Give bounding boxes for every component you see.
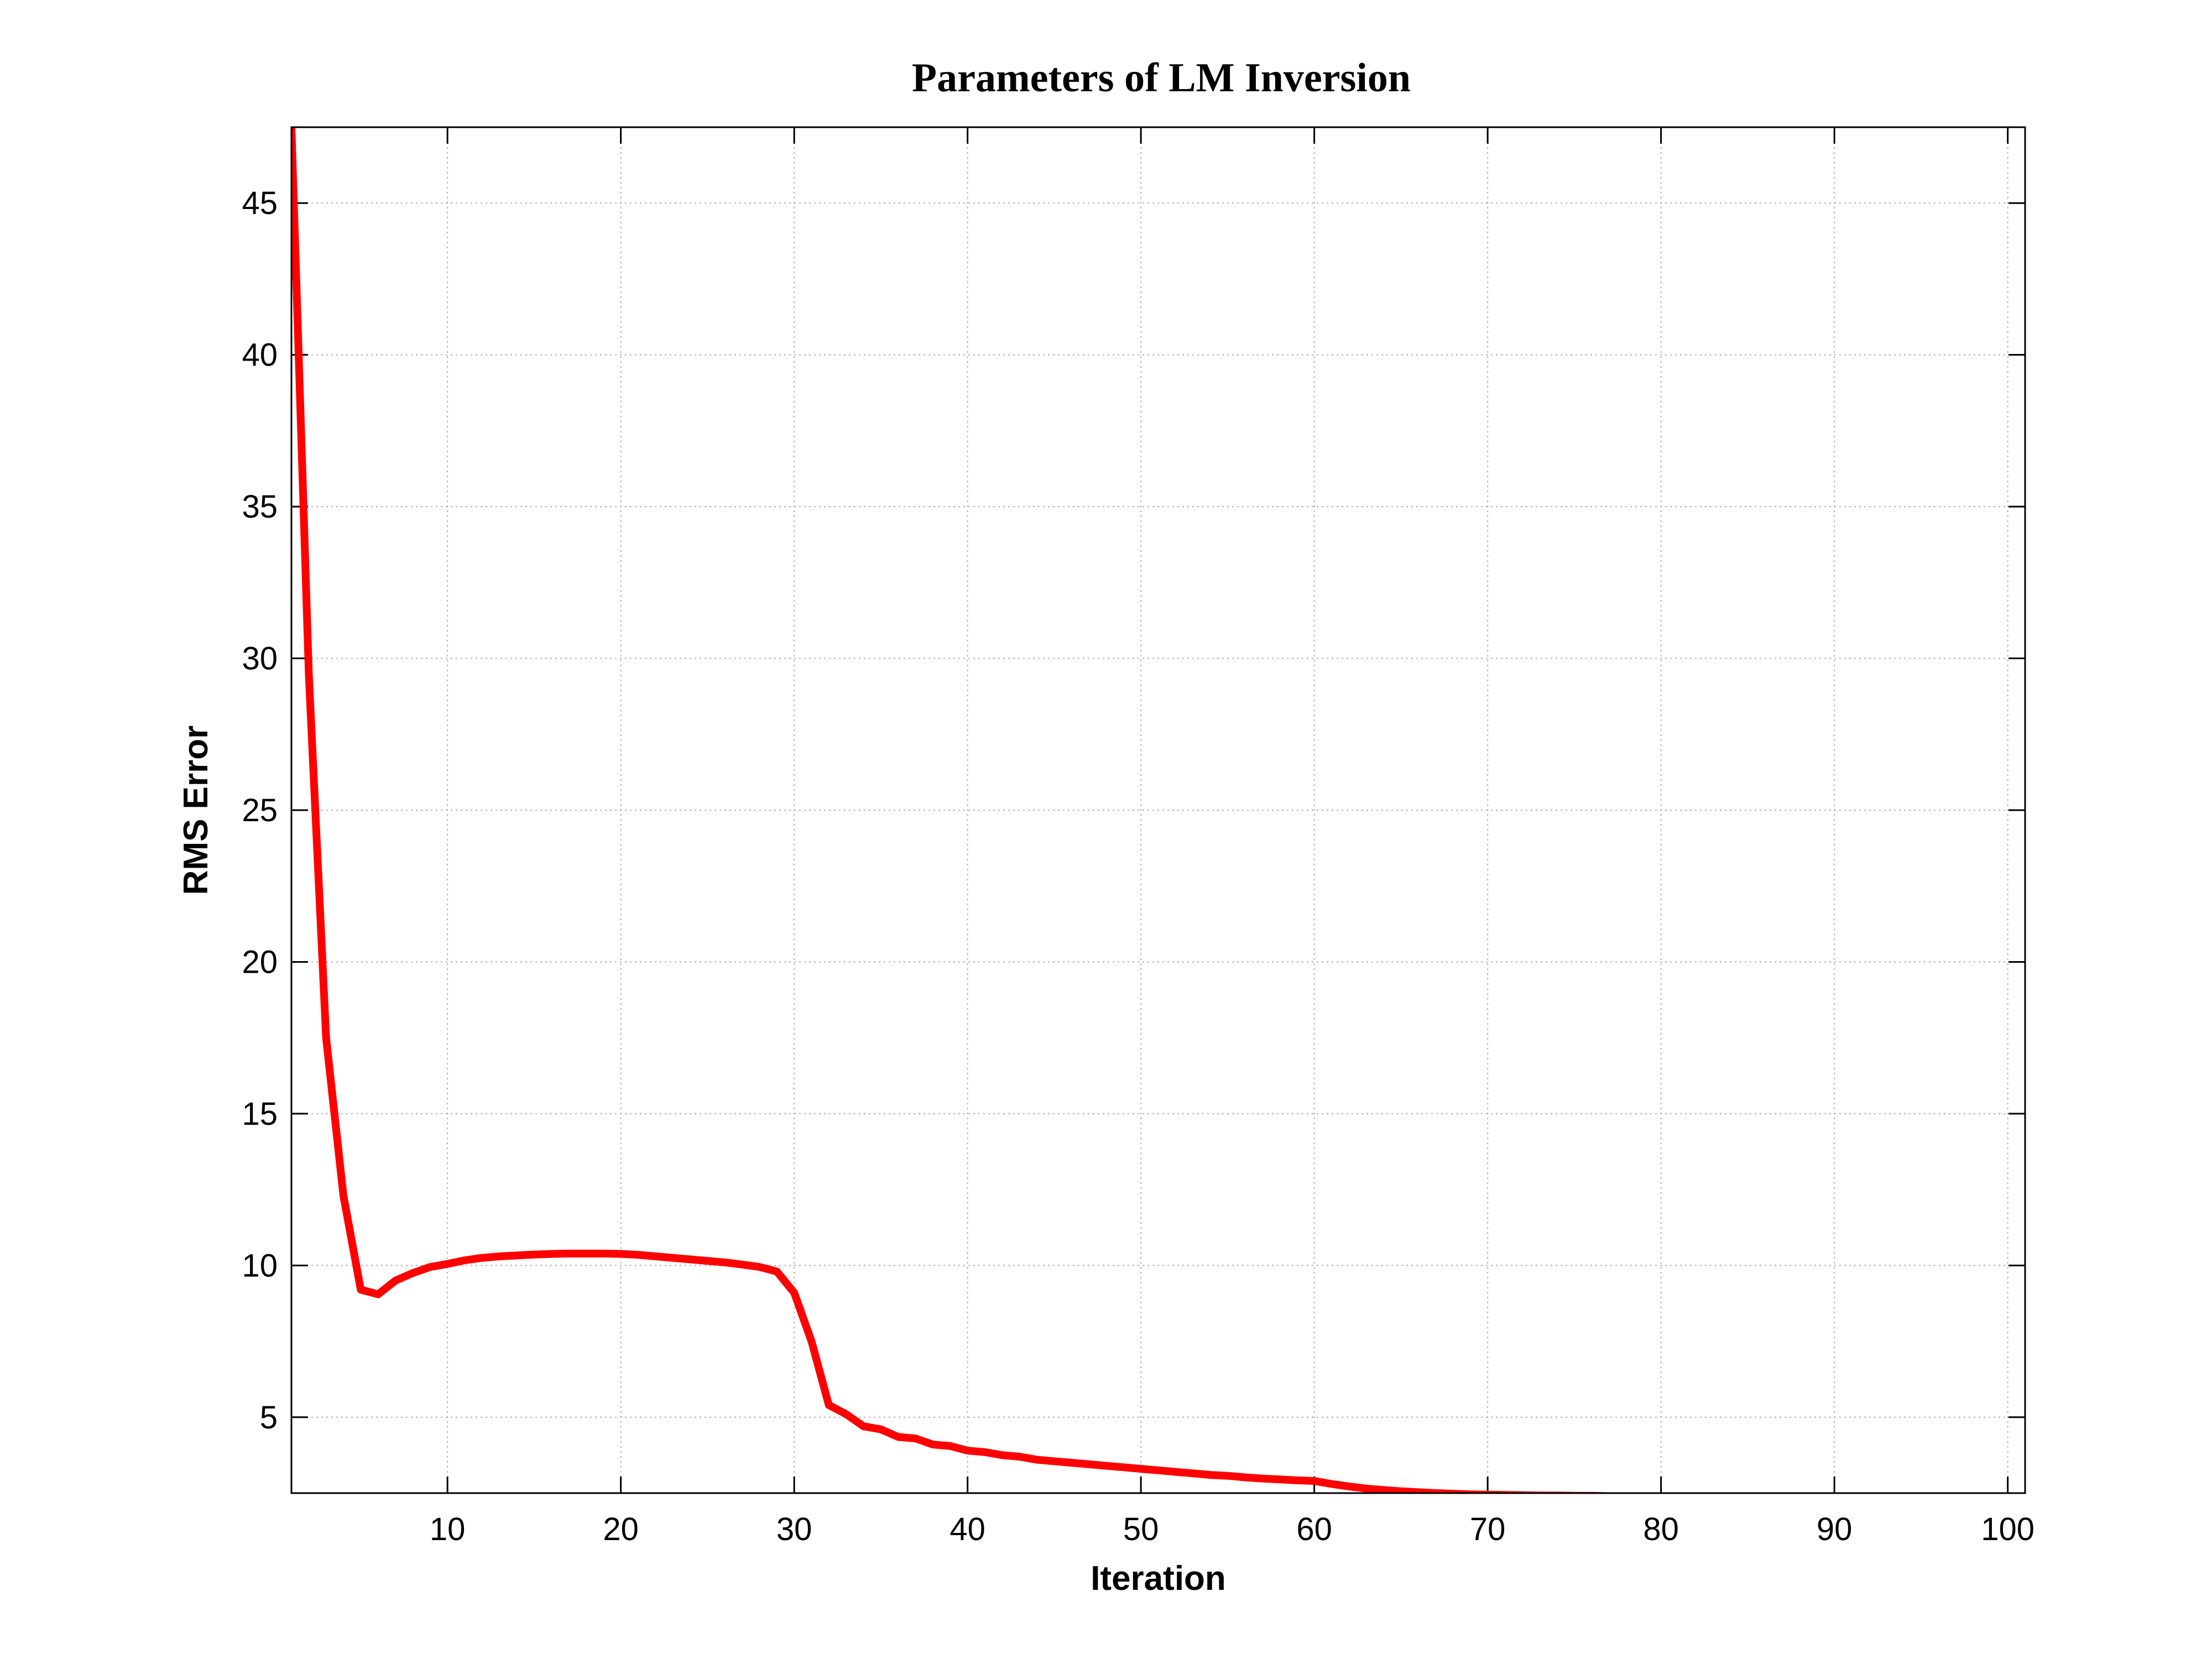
y-tick-label: 30 [242,641,278,677]
x-tick-label: 40 [950,1511,985,1547]
y-tick-label: 40 [242,337,278,373]
series-layer [291,127,2025,1493]
x-tick-label: 100 [1981,1511,2034,1547]
tick-labels: 10 20 30 40 50 60 70 80 90 100 5 10 15 20 25 30 35 40 45 [242,185,2034,1547]
y-tick-label: 5 [260,1400,278,1436]
x-axis-label: Iteration [1091,1559,1226,1598]
x-tick-label: 10 [430,1511,466,1547]
x-tick-label: 80 [1643,1511,1679,1547]
x-tick-label: 30 [776,1511,812,1547]
chart-title: Parameters of LM Inversion [912,55,1411,101]
x-tick-label: 70 [1470,1511,1506,1547]
y-tick-label: 35 [242,489,278,525]
y-tick-label: 15 [242,1096,278,1132]
y-axis-label: RMS Error [177,726,215,895]
grid-lines [291,127,2025,1493]
x-tick-label: 20 [603,1511,639,1547]
y-tick-label: 10 [242,1248,278,1284]
y-tick-label: 20 [242,944,278,980]
x-tick-label: 50 [1123,1511,1159,1547]
y-tick-label: 25 [242,792,278,828]
plot-area-frame [290,126,2026,1494]
x-tick-label: 90 [1817,1511,1853,1547]
y-tick-label: 45 [242,185,278,221]
series-line [291,127,2025,1493]
x-tick-label: 60 [1296,1511,1332,1547]
